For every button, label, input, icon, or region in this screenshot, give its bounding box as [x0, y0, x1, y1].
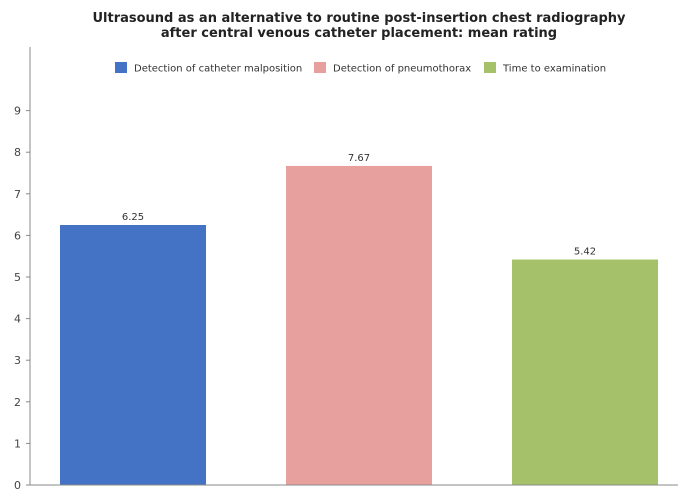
y-tick-label: 8: [14, 146, 21, 159]
y-tick-label: 6: [14, 229, 21, 242]
bar: [286, 165, 432, 486]
y-tick-label: 7: [14, 188, 21, 201]
y-tick-label: 5: [14, 271, 21, 284]
y-tick-label: 9: [14, 105, 21, 118]
y-tick-label: 3: [14, 354, 21, 367]
bar: [512, 259, 658, 485]
y-tick-label: 2: [14, 396, 21, 409]
legend: Detection of catheter malposition Detecti…: [115, 62, 606, 75]
bar-value-label: 6.25: [122, 212, 144, 223]
legend-swatch: [115, 62, 127, 73]
legend-label: Time to examination: [502, 64, 606, 75]
legend-swatch: [314, 62, 326, 73]
legend-label: Detection of catheter malposition: [134, 64, 302, 75]
y-tick-label: 0: [14, 479, 21, 489]
bar-value-label: 5.42: [574, 247, 596, 258]
bars: [60, 165, 658, 486]
bar-value-label: 7.67: [348, 153, 370, 164]
chart-title-line-2: after central venous catheter placement:…: [161, 26, 557, 41]
chart-title-line-1: Ultrasound as an alternative to routine …: [92, 11, 626, 26]
legend-label: Detection of pneumothorax: [333, 64, 471, 75]
legend-swatch: [484, 62, 496, 73]
y-axis: 0 1 2 3 4 5 6 7 8 9: [14, 105, 30, 489]
bar: [60, 225, 206, 485]
data-labels: 6.25 7.67 5.42: [122, 153, 596, 258]
y-tick-label: 1: [14, 437, 21, 450]
y-tick-label: 4: [14, 313, 21, 326]
